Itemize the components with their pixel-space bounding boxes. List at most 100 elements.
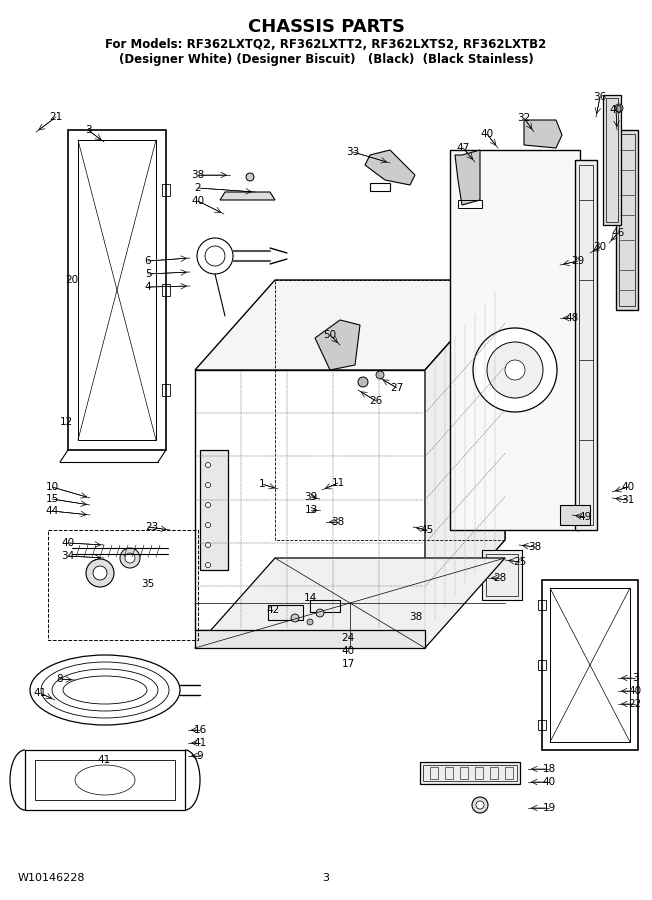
- Bar: [162, 284, 170, 296]
- Text: CHASSIS PARTS: CHASSIS PARTS: [248, 18, 404, 36]
- Bar: [423, 765, 517, 781]
- Circle shape: [307, 619, 313, 625]
- Text: 4: 4: [145, 282, 151, 292]
- Circle shape: [358, 377, 368, 387]
- Text: 49: 49: [578, 512, 591, 522]
- Text: 40: 40: [542, 777, 556, 787]
- Text: 50: 50: [323, 330, 336, 340]
- Bar: [616, 130, 638, 310]
- Circle shape: [246, 173, 254, 181]
- Circle shape: [86, 559, 114, 587]
- Text: 48: 48: [565, 313, 578, 323]
- Bar: [542, 580, 638, 750]
- Text: 41: 41: [194, 738, 207, 748]
- Bar: [268, 605, 303, 620]
- Bar: [162, 184, 170, 196]
- Bar: [420, 762, 520, 784]
- Bar: [68, 130, 166, 450]
- Polygon shape: [315, 320, 360, 370]
- Bar: [25, 750, 185, 810]
- Text: 30: 30: [593, 242, 606, 252]
- Bar: [310, 600, 340, 612]
- Text: 47: 47: [456, 143, 469, 153]
- Text: 2: 2: [195, 183, 201, 193]
- Bar: [48, 530, 198, 640]
- Bar: [606, 98, 618, 222]
- Circle shape: [472, 797, 488, 813]
- Text: 13: 13: [304, 505, 318, 515]
- Text: 41: 41: [97, 755, 111, 765]
- Text: 21: 21: [50, 112, 63, 122]
- Bar: [505, 767, 513, 779]
- Polygon shape: [425, 280, 505, 630]
- Bar: [538, 660, 546, 670]
- Polygon shape: [220, 192, 275, 200]
- Bar: [450, 150, 580, 530]
- Text: 44: 44: [46, 506, 59, 516]
- Text: 40: 40: [629, 686, 642, 696]
- Text: 39: 39: [304, 492, 318, 502]
- Text: 40: 40: [61, 538, 74, 548]
- Text: 15: 15: [46, 494, 59, 504]
- Text: W10146228: W10146228: [18, 873, 85, 883]
- Text: 10: 10: [46, 482, 59, 492]
- Circle shape: [291, 614, 299, 622]
- Text: 40: 40: [481, 129, 494, 139]
- Text: 46: 46: [612, 228, 625, 238]
- Circle shape: [205, 523, 211, 527]
- Circle shape: [615, 104, 623, 112]
- Bar: [560, 505, 590, 525]
- Polygon shape: [195, 558, 505, 648]
- Text: 40: 40: [192, 196, 205, 206]
- Text: 38: 38: [192, 170, 205, 180]
- Text: 42: 42: [267, 605, 280, 615]
- Bar: [538, 600, 546, 610]
- Circle shape: [125, 553, 135, 563]
- Text: 35: 35: [141, 579, 155, 589]
- Text: 17: 17: [342, 659, 355, 669]
- Text: 20: 20: [65, 275, 78, 285]
- Bar: [490, 767, 498, 779]
- Text: 3: 3: [85, 125, 91, 135]
- Text: 24: 24: [342, 633, 355, 643]
- Bar: [482, 550, 522, 600]
- Bar: [430, 767, 438, 779]
- Bar: [603, 95, 621, 225]
- Text: 26: 26: [370, 396, 383, 406]
- Bar: [475, 767, 483, 779]
- Bar: [460, 767, 468, 779]
- Polygon shape: [524, 120, 562, 148]
- Text: 38: 38: [409, 612, 422, 622]
- Text: 28: 28: [494, 573, 507, 583]
- Text: 36: 36: [593, 92, 606, 102]
- Circle shape: [205, 482, 211, 488]
- Circle shape: [120, 548, 140, 568]
- Text: 19: 19: [542, 803, 556, 813]
- Bar: [445, 767, 453, 779]
- Text: 22: 22: [629, 699, 642, 709]
- Circle shape: [487, 342, 543, 398]
- Circle shape: [93, 566, 107, 580]
- Circle shape: [316, 609, 324, 617]
- Text: 33: 33: [346, 147, 360, 157]
- Text: 6: 6: [145, 256, 151, 266]
- Text: For Models: RF362LXTQ2, RF362LXTT2, RF362LXTS2, RF362LXTB2: For Models: RF362LXTQ2, RF362LXTT2, RF36…: [106, 38, 546, 51]
- Circle shape: [205, 562, 211, 568]
- Circle shape: [376, 371, 384, 379]
- Text: 34: 34: [61, 551, 74, 561]
- Text: 16: 16: [194, 725, 207, 735]
- Text: 23: 23: [145, 522, 158, 532]
- Circle shape: [476, 801, 484, 809]
- Text: 38: 38: [331, 517, 345, 527]
- Circle shape: [505, 360, 525, 380]
- Text: 8: 8: [57, 674, 63, 684]
- Bar: [619, 134, 635, 306]
- Bar: [35, 760, 175, 800]
- Circle shape: [205, 463, 211, 467]
- Polygon shape: [195, 280, 505, 370]
- Bar: [550, 588, 630, 742]
- Bar: [200, 450, 228, 570]
- Bar: [575, 160, 597, 530]
- Bar: [275, 280, 505, 540]
- Text: 38: 38: [528, 542, 542, 552]
